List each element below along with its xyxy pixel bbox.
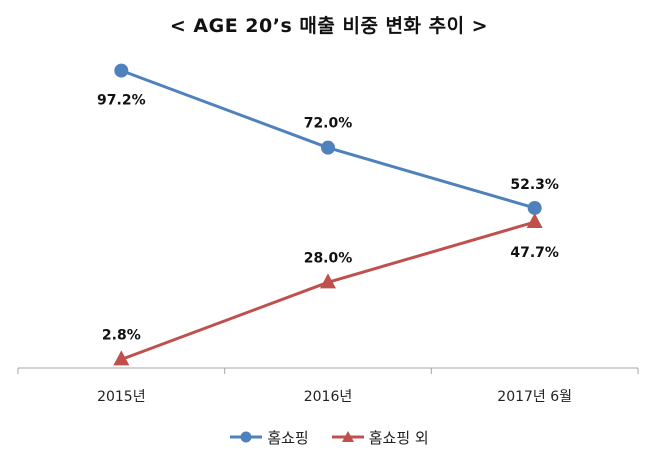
series-layer (113, 63, 543, 366)
legend-triangle-marker-icon (331, 431, 364, 442)
data-point-circle (527, 200, 542, 215)
data-point-triangle (113, 350, 130, 366)
axis-layer: 2015년 2016년 2017년 6월 (17, 367, 639, 405)
data-point-circle (321, 140, 335, 155)
legend-label: 홈쇼핑 외 (368, 428, 429, 447)
legend-label: 홈쇼핑 (267, 428, 309, 447)
data-label: 52.3% (510, 177, 559, 193)
series-line (120, 220, 536, 361)
data-label: 28.0% (304, 250, 353, 266)
data-label: 97.2% (97, 93, 146, 109)
series-line (120, 69, 536, 210)
x-tick-label: 2016년 (304, 389, 353, 405)
line-chart: 2015년 2016년 2017년 6월 97.2% 72.0% 52.3% 2.8% 28… (17, 63, 639, 405)
data-label: 72.0% (304, 116, 353, 132)
data-point-triangle (320, 273, 336, 289)
data-point-triangle (526, 213, 543, 229)
data-point-circle (114, 63, 129, 78)
label-layer: 97.2% 72.0% 52.3% 2.8% 28.0% 47.7% (97, 93, 559, 344)
legend-circle-marker-icon (230, 431, 263, 443)
data-label: 2.8% (102, 327, 141, 343)
data-label: 47.7% (510, 245, 559, 261)
x-tick-label: 2017년 6월 (497, 389, 572, 405)
x-tick-label: 2015년 (97, 389, 146, 405)
legend-item-homeshopping: 홈쇼핑 (229, 427, 309, 448)
legend: 홈쇼핑 홈쇼핑 외 (0, 425, 658, 449)
legend-item-other: 홈쇼핑 외 (331, 427, 429, 448)
chart-title: < AGE 20’s 매출 비중 변화 추이 > (169, 15, 489, 37)
